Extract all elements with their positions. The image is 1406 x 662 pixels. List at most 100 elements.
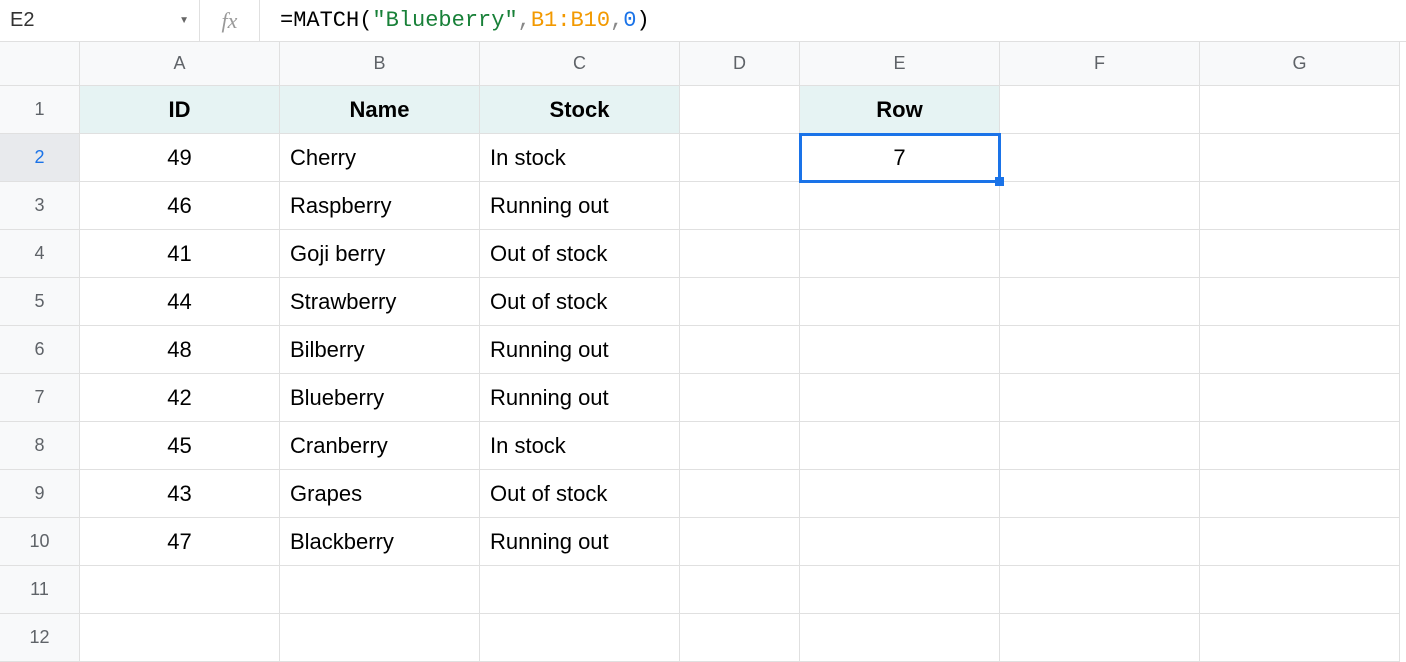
selection-handle[interactable] — [995, 177, 1004, 186]
cell-D8[interactable] — [680, 422, 800, 470]
cell-A4[interactable]: 41 — [80, 230, 280, 278]
cell-D3[interactable] — [680, 182, 800, 230]
cell-G11[interactable] — [1200, 566, 1400, 614]
row-header-7[interactable]: 7 — [0, 374, 80, 422]
cell-D6[interactable] — [680, 326, 800, 374]
cell-G10[interactable] — [1200, 518, 1400, 566]
row-header-3[interactable]: 3 — [0, 182, 80, 230]
cell-A5[interactable]: 44 — [80, 278, 280, 326]
cell-D2[interactable] — [680, 134, 800, 182]
formula-input[interactable]: =MATCH("Blueberry",B1:B10,0) — [260, 0, 1406, 41]
cell-A3[interactable]: 46 — [80, 182, 280, 230]
cell-A11[interactable] — [80, 566, 280, 614]
cell-D12[interactable] — [680, 614, 800, 662]
cell-D5[interactable] — [680, 278, 800, 326]
cell-C10[interactable]: Running out — [480, 518, 680, 566]
cell-A12[interactable] — [80, 614, 280, 662]
cell-A2[interactable]: 49 — [80, 134, 280, 182]
cell-C7[interactable]: Running out — [480, 374, 680, 422]
select-all-corner[interactable] — [0, 42, 80, 86]
cell-B9[interactable]: Grapes — [280, 470, 480, 518]
cell-F11[interactable] — [1000, 566, 1200, 614]
cell-F2[interactable] — [1000, 134, 1200, 182]
cell-A6[interactable]: 48 — [80, 326, 280, 374]
cell-E4[interactable] — [800, 230, 1000, 278]
col-header-C[interactable]: C — [480, 42, 680, 86]
cell-A10[interactable]: 47 — [80, 518, 280, 566]
cell-C4[interactable]: Out of stock — [480, 230, 680, 278]
col-header-G[interactable]: G — [1200, 42, 1400, 86]
cell-G2[interactable] — [1200, 134, 1400, 182]
cell-C12[interactable] — [480, 614, 680, 662]
row-header-6[interactable]: 6 — [0, 326, 80, 374]
cell-F4[interactable] — [1000, 230, 1200, 278]
cell-E6[interactable] — [800, 326, 1000, 374]
col-header-F[interactable]: F — [1000, 42, 1200, 86]
col-header-A[interactable]: A — [80, 42, 280, 86]
cell-D9[interactable] — [680, 470, 800, 518]
row-header-8[interactable]: 8 — [0, 422, 80, 470]
row-header-12[interactable]: 12 — [0, 614, 80, 662]
cell-C9[interactable]: Out of stock — [480, 470, 680, 518]
cell-B4[interactable]: Goji berry — [280, 230, 480, 278]
cell-F3[interactable] — [1000, 182, 1200, 230]
cell-F6[interactable] — [1000, 326, 1200, 374]
cell-F9[interactable] — [1000, 470, 1200, 518]
cell-E3[interactable] — [800, 182, 1000, 230]
cell-B7[interactable]: Blueberry — [280, 374, 480, 422]
cell-E9[interactable] — [800, 470, 1000, 518]
cell-G3[interactable] — [1200, 182, 1400, 230]
cell-G6[interactable] — [1200, 326, 1400, 374]
cell-C5[interactable]: Out of stock — [480, 278, 680, 326]
cell-A8[interactable]: 45 — [80, 422, 280, 470]
cell-F10[interactable] — [1000, 518, 1200, 566]
cell-F7[interactable] — [1000, 374, 1200, 422]
cell-D7[interactable] — [680, 374, 800, 422]
row-header-1[interactable]: 1 — [0, 86, 80, 134]
cell-B3[interactable]: Raspberry — [280, 182, 480, 230]
cell-F8[interactable] — [1000, 422, 1200, 470]
cell-D1[interactable] — [680, 86, 800, 134]
col-header-B[interactable]: B — [280, 42, 480, 86]
cell-D10[interactable] — [680, 518, 800, 566]
name-box-dropdown-icon[interactable]: ▼ — [179, 15, 189, 26]
cell-B1[interactable]: Name — [280, 86, 480, 134]
cell-E12[interactable] — [800, 614, 1000, 662]
cell-F5[interactable] — [1000, 278, 1200, 326]
cell-E2[interactable]: 7 — [800, 134, 1000, 182]
row-header-11[interactable]: 11 — [0, 566, 80, 614]
name-box[interactable]: E2 ▼ — [0, 0, 200, 41]
cell-F12[interactable] — [1000, 614, 1200, 662]
row-header-4[interactable]: 4 — [0, 230, 80, 278]
col-header-D[interactable]: D — [680, 42, 800, 86]
cell-G5[interactable] — [1200, 278, 1400, 326]
cell-D11[interactable] — [680, 566, 800, 614]
row-header-5[interactable]: 5 — [0, 278, 80, 326]
row-header-10[interactable]: 10 — [0, 518, 80, 566]
cell-C2[interactable]: In stock — [480, 134, 680, 182]
cell-C1[interactable]: Stock — [480, 86, 680, 134]
cell-A1[interactable]: ID — [80, 86, 280, 134]
cell-E11[interactable] — [800, 566, 1000, 614]
cell-E7[interactable] — [800, 374, 1000, 422]
cell-C11[interactable] — [480, 566, 680, 614]
cell-A9[interactable]: 43 — [80, 470, 280, 518]
cell-E5[interactable] — [800, 278, 1000, 326]
cell-C3[interactable]: Running out — [480, 182, 680, 230]
cell-G1[interactable] — [1200, 86, 1400, 134]
cell-B6[interactable]: Bilberry — [280, 326, 480, 374]
cell-B10[interactable]: Blackberry — [280, 518, 480, 566]
cell-G12[interactable] — [1200, 614, 1400, 662]
row-header-2[interactable]: 2 — [0, 134, 80, 182]
cell-B12[interactable] — [280, 614, 480, 662]
cell-E8[interactable] — [800, 422, 1000, 470]
cell-B11[interactable] — [280, 566, 480, 614]
cell-A7[interactable]: 42 — [80, 374, 280, 422]
cell-E1[interactable]: Row — [800, 86, 1000, 134]
cell-G9[interactable] — [1200, 470, 1400, 518]
cell-B5[interactable]: Strawberry — [280, 278, 480, 326]
cell-G7[interactable] — [1200, 374, 1400, 422]
cell-B2[interactable]: Cherry — [280, 134, 480, 182]
cell-C8[interactable]: In stock — [480, 422, 680, 470]
cell-G8[interactable] — [1200, 422, 1400, 470]
